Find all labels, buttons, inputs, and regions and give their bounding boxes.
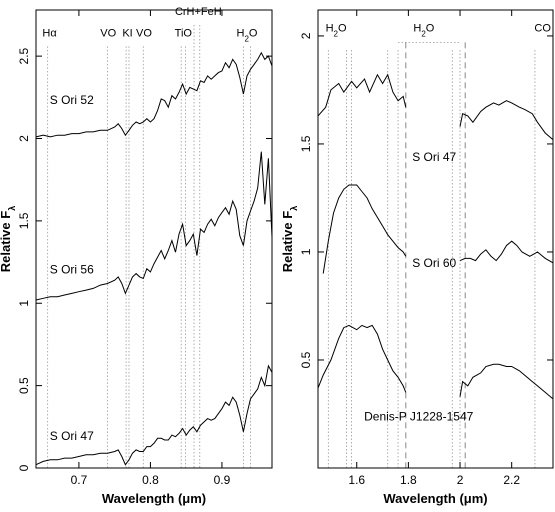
spectrum-line — [459, 363, 554, 400]
y-tick-label: 0.5 — [17, 377, 31, 394]
spectrum-line — [322, 184, 407, 274]
spectrum-line — [459, 100, 554, 140]
left-panel: Hα VO KI VO TiO CrH+FeH H2O S Ori 52 S Ori 56 S O… — [0, 6, 273, 506]
marker-label: H2O — [413, 23, 434, 39]
x-axis-title: Wavelength (μm) — [383, 491, 487, 506]
spectrum-line — [35, 151, 273, 301]
y-tick-label: 0 — [17, 464, 31, 471]
y-tick-label: 0.5 — [299, 351, 313, 368]
x-axis-title: Wavelength (μm) — [102, 491, 206, 506]
y-axis-title: Relative Fλ — [0, 206, 17, 272]
y-axis-title: Relative Fλ — [280, 206, 299, 272]
series-label: S Ori 60 — [412, 256, 456, 270]
x-tick-label: 2 — [457, 473, 464, 487]
marker-label: Hα — [42, 27, 57, 39]
plot-frame — [317, 9, 554, 469]
spectrum-line — [35, 364, 273, 466]
marker-label: H2O — [236, 27, 257, 43]
y-tick-label: 2 — [299, 32, 313, 39]
series-label: S Ori 47 — [50, 429, 94, 443]
plot-frame — [35, 9, 273, 469]
y-tick-label: 1.5 — [17, 212, 31, 229]
x-tick-label: 2.2 — [503, 473, 520, 487]
y-tick-label: 2.5 — [17, 47, 31, 64]
y-tick-label: 1 — [299, 248, 313, 255]
series-label: S Ori 52 — [50, 93, 94, 107]
marker-label: TiO — [175, 27, 193, 39]
series-label: S Ori 56 — [50, 263, 94, 277]
spectrum-line — [459, 240, 554, 264]
x-tick-label: 1.6 — [348, 473, 365, 487]
x-tick-label: 0.8 — [142, 473, 159, 487]
spectrum-line — [317, 73, 407, 117]
marker-label: VO — [100, 27, 116, 39]
y-tick-label: 1 — [17, 300, 31, 307]
x-tick-label: 0.9 — [214, 473, 231, 487]
marker-label: KI — [122, 27, 132, 39]
series-label: S Ori 47 — [412, 150, 456, 164]
spectrum-line — [317, 324, 407, 393]
spectrum-line — [35, 51, 273, 138]
marker-label: H2O — [326, 23, 347, 39]
marker-label: CrH+FeH — [175, 6, 222, 18]
marker-label: VO — [136, 27, 152, 39]
y-tick-label: 1.5 — [299, 135, 313, 152]
series-label: Denis-P J1228-1547 — [364, 409, 474, 423]
marker-label: CO — [534, 23, 551, 35]
y-tick-label: 2 — [17, 135, 31, 142]
right-panel: H2O H2O CO S Ori 47 S Ori 60 Denis-P J1228-15… — [280, 9, 554, 506]
x-tick-label: 0.7 — [71, 473, 88, 487]
x-tick-label: 1.8 — [400, 473, 417, 487]
